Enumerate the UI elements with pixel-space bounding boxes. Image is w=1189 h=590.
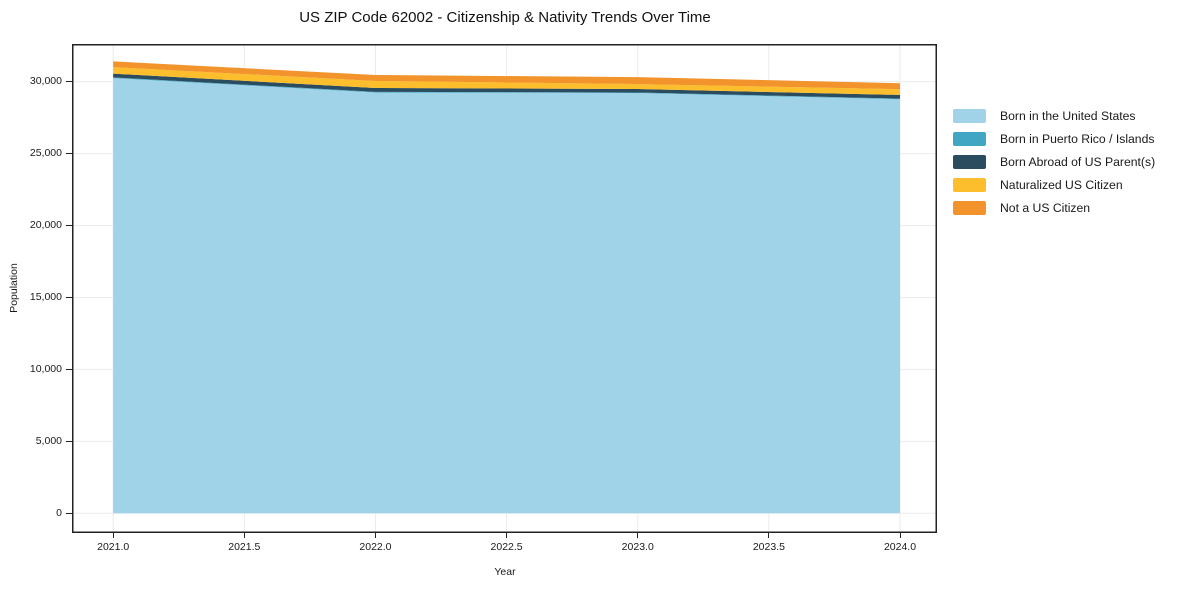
x-tick-label: 2024.0: [883, 541, 917, 553]
legend-label: Naturalized US Citizen: [1000, 177, 1123, 192]
y-tick-mark: [66, 368, 72, 370]
y-tick-label: 20,000: [29, 219, 62, 232]
legend-item: Naturalized US Citizen: [953, 173, 1155, 196]
legend: Born in the United States Born in Puerto …: [953, 104, 1155, 219]
y-tick-mark: [66, 81, 72, 83]
legend-swatch: [953, 177, 986, 192]
x-tick-mark: [768, 533, 770, 538]
plot-frame: [72, 44, 937, 533]
legend-label: Born Abroad of US Parent(s): [1000, 154, 1156, 169]
legend-item: Born in the United States: [953, 104, 1155, 127]
y-tick-mark: [66, 440, 72, 442]
x-tick-label: 2023.5: [752, 541, 785, 553]
x-tick-label: 2021.5: [228, 541, 261, 553]
x-tick-mark: [899, 533, 901, 538]
plot-area: [72, 44, 937, 533]
area-series: [113, 77, 901, 100]
x-tick-label: 2022.0: [359, 541, 392, 553]
x-axis-label: Year: [494, 566, 516, 578]
y-tick-mark: [66, 512, 72, 514]
y-tick-mark: [66, 225, 72, 227]
stacked-area-chart: [72, 44, 937, 533]
legend-label: Not a US Citizen: [1000, 200, 1091, 215]
x-tick-mark: [637, 533, 639, 538]
x-tick-label: 2022.5: [490, 541, 523, 553]
x-tick-mark: [112, 533, 114, 538]
legend-swatch: [953, 154, 986, 169]
legend-item: Born Abroad of US Parent(s): [953, 150, 1155, 173]
y-tick-mark: [66, 153, 72, 155]
legend-label: Born in the United States: [1000, 108, 1136, 123]
legend-swatch: [953, 200, 986, 215]
x-tick-mark: [374, 533, 376, 538]
y-tick-label: 30,000: [29, 75, 62, 88]
y-tick-label: 0: [56, 506, 62, 519]
y-tick-label: 25,000: [29, 147, 62, 160]
area-series: [113, 61, 901, 90]
area-series: [113, 73, 901, 99]
area-series: [113, 67, 901, 95]
y-axis-label: Population: [8, 263, 20, 313]
chart-title: US ZIP Code 62002 - Citizenship & Nativi…: [299, 9, 711, 26]
legend-item: Born in Puerto Rico / Islands: [953, 127, 1155, 150]
x-tick-mark: [506, 533, 508, 538]
legend-item: Not a US Citizen: [953, 196, 1155, 219]
x-tick-label: 2023.0: [621, 541, 654, 553]
legend-swatch: [953, 131, 986, 146]
y-tick-label: 15,000: [29, 290, 62, 303]
x-tick-mark: [243, 533, 245, 538]
y-tick-label: 10,000: [29, 362, 62, 375]
legend-label: Born in Puerto Rico / Islands: [1000, 131, 1155, 146]
x-tick-label: 2021.0: [97, 541, 130, 553]
area-series: [113, 78, 901, 514]
y-tick-label: 5,000: [35, 434, 62, 447]
legend-swatch: [953, 108, 986, 123]
y-tick-mark: [66, 296, 72, 298]
